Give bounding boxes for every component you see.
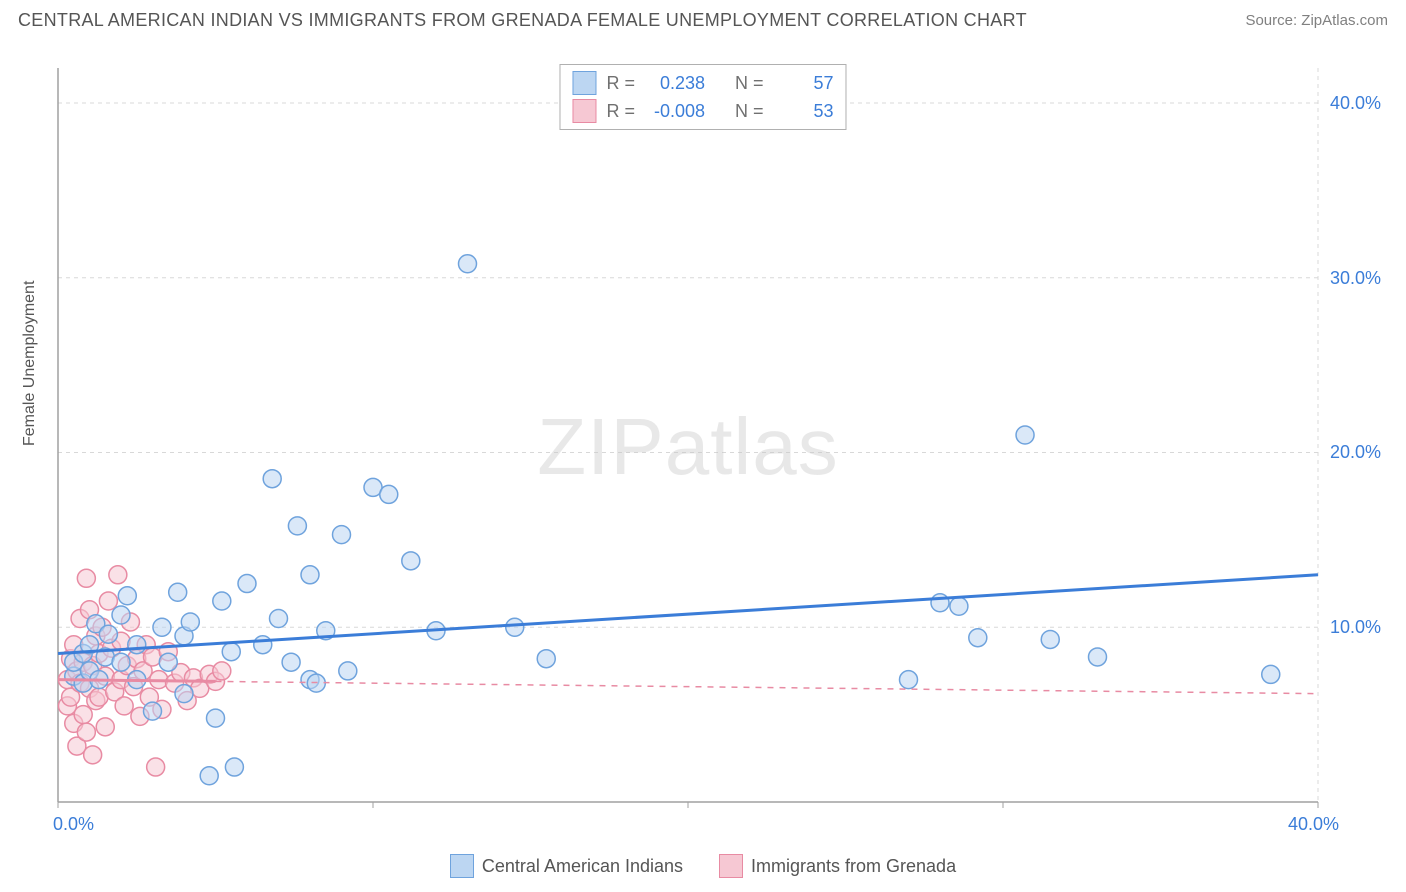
y-tick-label: 20.0%: [1330, 442, 1381, 463]
legend-item-1: Central American Indians: [450, 854, 683, 878]
series-2-label: Immigrants from Grenada: [751, 856, 956, 877]
n-label: N =: [735, 73, 764, 94]
swatch-series-1-icon: [450, 854, 474, 878]
legend-item-2: Immigrants from Grenada: [719, 854, 956, 878]
r-value-2: -0.008: [645, 101, 705, 122]
y-axis-label: Female Unemployment: [21, 281, 39, 446]
plot-area: ZIPatlas: [48, 62, 1328, 832]
x-tick-label: 0.0%: [53, 814, 94, 835]
legend-row-series-1: R = 0.238 N = 57: [568, 69, 837, 97]
n-value-2: 53: [774, 101, 834, 122]
y-tick-label: 40.0%: [1330, 93, 1381, 114]
chart-title: CENTRAL AMERICAN INDIAN VS IMMIGRANTS FR…: [18, 10, 1027, 31]
scatter-chart: [48, 62, 1328, 832]
series-legend: Central American Indians Immigrants from…: [0, 854, 1406, 878]
series-1-label: Central American Indians: [482, 856, 683, 877]
n-label: N =: [735, 101, 764, 122]
correlation-legend: R = 0.238 N = 57 R = -0.008 N = 53: [559, 64, 846, 130]
x-tick-label: 40.0%: [1288, 814, 1339, 835]
y-tick-label: 30.0%: [1330, 268, 1381, 289]
r-label: R =: [606, 101, 635, 122]
r-label: R =: [606, 73, 635, 94]
swatch-series-1: [572, 71, 596, 95]
swatch-series-2-icon: [719, 854, 743, 878]
legend-row-series-2: R = -0.008 N = 53: [568, 97, 837, 125]
r-value-1: 0.238: [645, 73, 705, 94]
source-label: Source: ZipAtlas.com: [1245, 12, 1388, 29]
n-value-1: 57: [774, 73, 834, 94]
swatch-series-2: [572, 99, 596, 123]
y-tick-label: 10.0%: [1330, 617, 1381, 638]
